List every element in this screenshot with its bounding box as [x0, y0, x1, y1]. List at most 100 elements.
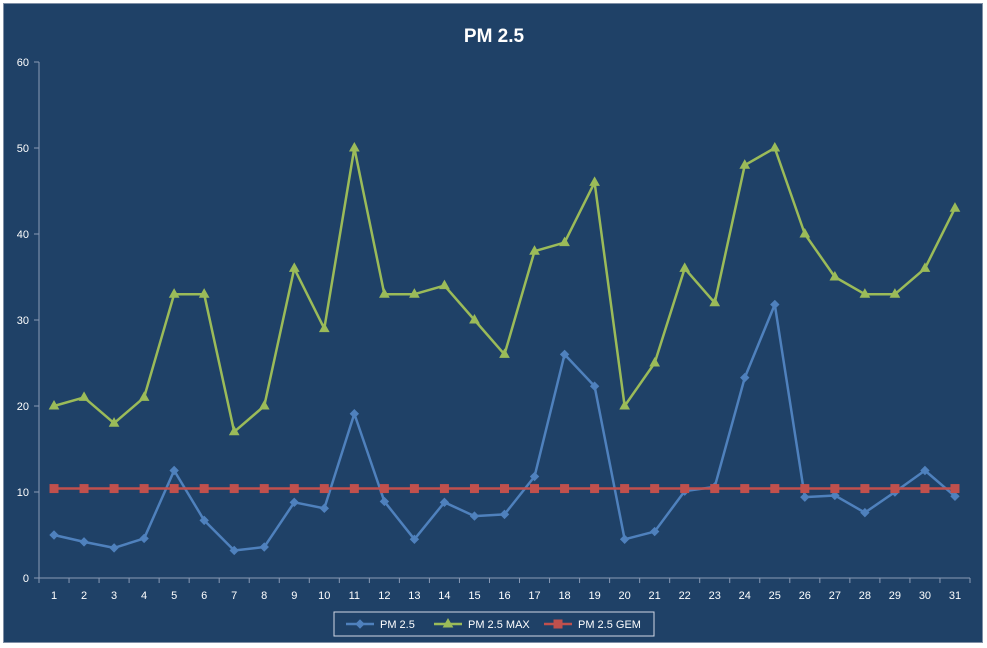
data-point [829, 270, 841, 281]
data-point [740, 484, 750, 494]
data-point [920, 484, 930, 494]
data-point [289, 484, 299, 494]
data-point [739, 159, 751, 169]
series-pm-2-5 [49, 299, 960, 556]
data-point [439, 484, 449, 494]
data-point [439, 279, 450, 290]
data-point [409, 484, 419, 494]
x-tick-label: 30 [919, 590, 931, 602]
chart-area: PM 2.5 0 10 20 30 40 50 60 1 2 3 4 5 6 7 8 9 10 11 12 13 14 1… [3, 3, 983, 643]
data-point [799, 227, 811, 238]
series-pm-2-5-max [48, 141, 961, 436]
data-point [529, 471, 540, 482]
legend-item: PM 2.5 MAX [434, 617, 530, 631]
legend-label: PM 2.5 MAX [468, 619, 530, 631]
x-tick-label: 3 [111, 590, 117, 602]
data-point [590, 484, 600, 494]
data-point [770, 299, 780, 310]
data-point [830, 484, 840, 494]
data-point [319, 503, 330, 514]
x-tick-label: 1 [51, 590, 57, 602]
data-point [169, 465, 179, 476]
data-point [559, 349, 570, 360]
data-point [950, 484, 960, 494]
data-point [469, 313, 480, 324]
data-point [49, 484, 59, 494]
data-point [109, 484, 119, 494]
data-point [650, 484, 660, 494]
x-tick-label: 16 [498, 590, 510, 602]
data-point [49, 530, 59, 540]
x-tick-label: 4 [141, 590, 147, 602]
data-point [79, 484, 89, 494]
x-tick-label: 29 [889, 590, 901, 602]
data-point [709, 296, 721, 307]
data-point [680, 484, 690, 494]
x-tick-label: 23 [709, 590, 721, 602]
data-point [349, 484, 359, 494]
x-tick-label: 8 [261, 590, 267, 602]
data-point [199, 484, 209, 494]
data-point [228, 425, 240, 436]
data-point [139, 533, 149, 544]
data-point [949, 202, 961, 212]
legend-item: PM 2.5 [346, 619, 415, 631]
series-pm-2-5-gem [49, 484, 960, 494]
data-point [409, 288, 420, 298]
x-tick-label: 11 [349, 590, 360, 602]
x-tick-label: 9 [291, 590, 297, 602]
data-point [499, 348, 510, 358]
x-tick-label: 15 [468, 590, 480, 602]
data-point [79, 537, 89, 547]
x-tick-label: 21 [649, 590, 661, 602]
data-point [889, 288, 901, 298]
data-point [620, 484, 630, 494]
data-point [710, 484, 720, 494]
data-point [740, 372, 750, 383]
data-point [560, 484, 570, 494]
legend-label: PM 2.5 GEM [578, 619, 641, 631]
legend-swatch-marker [355, 619, 365, 629]
data-point [589, 381, 600, 391]
data-point [859, 288, 871, 298]
data-point [679, 262, 691, 272]
data-point [379, 288, 390, 298]
y-tick-label: 40 [17, 229, 29, 241]
data-point [860, 507, 870, 518]
x-tick-label: 20 [619, 590, 631, 602]
y-tick-label: 50 [17, 143, 29, 155]
x-tick-label: 12 [378, 590, 390, 602]
data-point [800, 492, 810, 502]
data-point [168, 288, 180, 298]
legend-swatch-marker [442, 617, 454, 628]
data-point [289, 497, 299, 508]
x-tick-label: 18 [558, 590, 570, 602]
data-point [919, 262, 931, 272]
data-point [860, 484, 870, 494]
data-point [48, 399, 60, 410]
data-point [108, 417, 120, 427]
y-tick-label: 30 [17, 315, 29, 327]
data-point [500, 484, 509, 494]
legend-swatch-marker [553, 619, 563, 629]
x-tick-label: 25 [769, 590, 781, 602]
data-point [770, 484, 780, 494]
data-point [199, 515, 209, 526]
data-point [469, 484, 479, 494]
data-point [138, 391, 150, 401]
y-tick-label: 60 [17, 57, 29, 69]
series-line [53, 146, 957, 434]
data-point [349, 409, 360, 419]
x-tick-label: 28 [859, 590, 871, 602]
data-point [169, 484, 179, 494]
data-point [830, 490, 840, 501]
data-point [619, 534, 630, 545]
x-tick-label: 5 [171, 590, 177, 602]
x-tick-label: 13 [408, 590, 420, 602]
data-point [649, 356, 661, 367]
data-point [920, 465, 930, 476]
data-point [950, 491, 960, 502]
data-point [229, 545, 239, 556]
